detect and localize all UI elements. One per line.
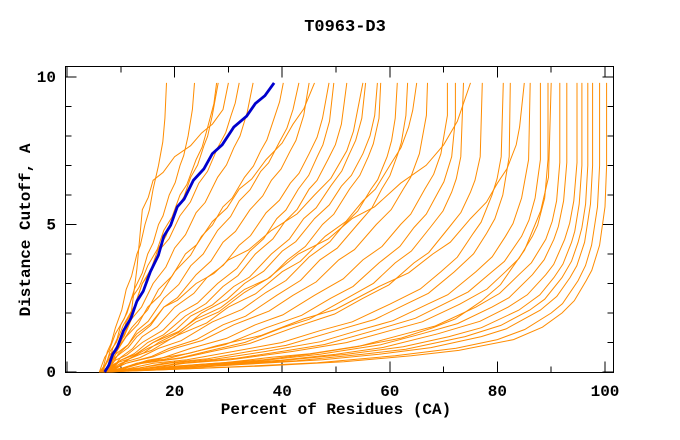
x-tick-label: 40: [273, 383, 292, 401]
model-curve: [99, 82, 428, 373]
model-curve: [101, 82, 364, 373]
y-tick-label: 10: [37, 69, 56, 87]
model-curve: [98, 82, 218, 373]
plot-border: [65, 66, 614, 373]
model-curve: [101, 82, 456, 373]
y-tick-label: 0: [46, 364, 56, 382]
model-curve: [104, 82, 464, 373]
model-curve: [104, 82, 409, 373]
model-curve: [101, 82, 549, 373]
y-axis-label: Distance Cutoff, A: [17, 143, 35, 316]
model-curve: [99, 82, 483, 373]
model-curve: [101, 82, 583, 373]
model-curve: [104, 82, 418, 373]
model-curve: [101, 82, 525, 373]
model-curve: [107, 82, 378, 373]
model-curve: [99, 82, 568, 373]
model-curve: [98, 82, 284, 373]
model-curve: [101, 82, 398, 373]
model-curve: [104, 82, 552, 373]
model-curve: [99, 82, 382, 373]
model-curve: [99, 82, 594, 373]
model-curves: [98, 82, 608, 373]
model-curve: [101, 82, 310, 373]
model-curve: [107, 82, 448, 373]
model-curve: [104, 82, 511, 373]
model-curve: [104, 82, 561, 373]
x-tick-label: 100: [591, 383, 620, 401]
model-curve: [107, 82, 601, 373]
model-curve: [99, 82, 471, 373]
y-tick-label: 5: [46, 217, 56, 235]
model-curve: [99, 82, 335, 373]
model-curve: [101, 82, 240, 373]
plot-frame: 0 20 40 60 80 100 0 5 10: [37, 66, 620, 401]
x-tick-label: 60: [380, 383, 399, 401]
model-curve: [107, 82, 330, 373]
model-curve: [104, 82, 589, 373]
model-curve: [98, 82, 315, 373]
x-tick-label: 20: [165, 383, 184, 401]
x-axis-label: Percent of Residues (CA): [221, 401, 451, 419]
model-curve: [104, 82, 348, 373]
model-curve: [101, 82, 504, 373]
model-curve: [104, 82, 254, 373]
highlighted-model-curve: [103, 82, 276, 373]
model-curve: [101, 82, 608, 373]
chart-title: T0963-D3: [304, 18, 386, 37]
x-tick-label: 80: [488, 383, 507, 401]
model-curve: [104, 82, 229, 373]
x-tick-label: 0: [62, 383, 72, 401]
model-curve: [107, 82, 578, 373]
model-curve: [99, 82, 531, 373]
model-curve: [107, 82, 541, 373]
model-curve: [104, 82, 195, 373]
